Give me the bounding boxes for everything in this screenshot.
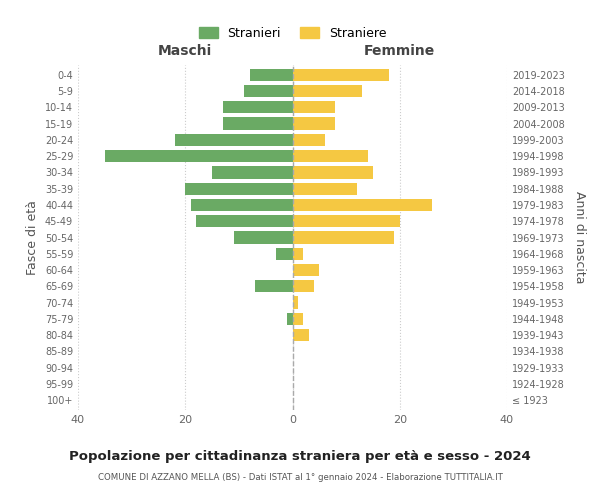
Bar: [277, 248, 293, 260]
Bar: [293, 313, 303, 325]
Bar: [293, 232, 394, 243]
Bar: [293, 199, 432, 211]
Bar: [185, 182, 293, 195]
Text: COMUNE DI AZZANO MELLA (BS) - Dati ISTAT al 1° gennaio 2024 - Elaborazione TUTTI: COMUNE DI AZZANO MELLA (BS) - Dati ISTAT…: [98, 472, 502, 482]
Legend: Stranieri, Straniere: Stranieri, Straniere: [195, 23, 390, 44]
Bar: [255, 280, 293, 292]
Text: Femmine: Femmine: [364, 44, 436, 58]
Bar: [212, 166, 293, 178]
Bar: [293, 329, 308, 341]
Bar: [293, 85, 362, 97]
Bar: [244, 85, 293, 97]
Bar: [223, 118, 293, 130]
Bar: [233, 232, 293, 243]
Text: Maschi: Maschi: [158, 44, 212, 58]
Bar: [223, 101, 293, 114]
Bar: [196, 215, 293, 228]
Bar: [293, 118, 335, 130]
Bar: [293, 264, 319, 276]
Bar: [293, 248, 303, 260]
Bar: [175, 134, 293, 146]
Bar: [293, 215, 400, 228]
Bar: [293, 182, 357, 195]
Bar: [293, 166, 373, 178]
Bar: [250, 68, 293, 81]
Bar: [293, 68, 389, 81]
Bar: [191, 199, 293, 211]
Bar: [293, 101, 335, 114]
Bar: [293, 150, 368, 162]
Bar: [293, 296, 298, 308]
Text: Popolazione per cittadinanza straniera per età e sesso - 2024: Popolazione per cittadinanza straniera p…: [69, 450, 531, 463]
Bar: [293, 134, 325, 146]
Bar: [105, 150, 293, 162]
Y-axis label: Fasce di età: Fasce di età: [26, 200, 39, 275]
Y-axis label: Anni di nascita: Anni di nascita: [573, 191, 586, 284]
Bar: [293, 280, 314, 292]
Bar: [287, 313, 293, 325]
